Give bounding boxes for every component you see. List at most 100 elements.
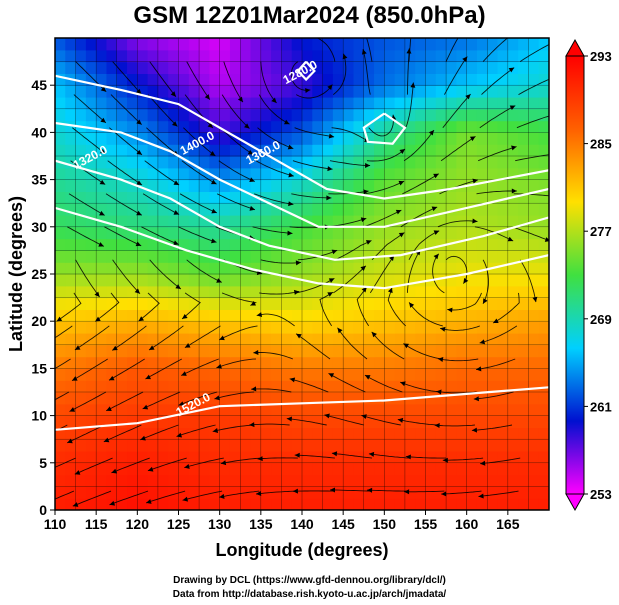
temperature-cell (312, 415, 324, 428)
temperature-cell (476, 262, 488, 275)
temperature-cell (497, 498, 509, 510)
temperature-cell (415, 97, 427, 110)
temperature-cell (435, 262, 447, 275)
temperature-cell (106, 250, 118, 263)
temperature-cell (476, 462, 488, 476)
temperature-cell (518, 38, 530, 51)
temperature-cell (55, 451, 66, 464)
temperature-cell (219, 250, 231, 263)
streamline-arrow (288, 172, 294, 178)
temperature-cell (507, 156, 519, 169)
temperature-cell (312, 97, 324, 110)
streamline-arrow (178, 401, 185, 407)
temperature-cell (476, 49, 488, 63)
temperature-cell (322, 309, 334, 322)
temperature-cell (55, 486, 66, 499)
temperature-cell (374, 498, 385, 510)
temperature-cell (312, 474, 324, 487)
streamline (405, 82, 414, 128)
temperature-cell (302, 380, 313, 393)
temperature-cell (281, 49, 293, 63)
streamline (368, 114, 394, 137)
temperature-cell (425, 451, 437, 464)
streamline-arrow (324, 413, 330, 419)
temperature-cell (250, 439, 262, 452)
temperature-cell (425, 368, 437, 381)
temperature-cell (302, 356, 313, 369)
streamline-arrow (327, 84, 333, 90)
temperature-cell (312, 321, 324, 334)
temperature-cell (199, 451, 210, 464)
temperature-cell (312, 144, 324, 157)
temperature-cell (312, 439, 324, 452)
temperature-cell (425, 167, 437, 181)
temperature-cell (229, 49, 241, 63)
temperature-cell (332, 49, 344, 63)
streamline-arrow (74, 345, 81, 350)
temperature-cell (302, 203, 313, 216)
temperature-cell (363, 203, 375, 216)
temperature-cell (518, 309, 530, 322)
temperature-cell (250, 238, 262, 251)
temperature-cell (240, 191, 252, 204)
temperature-cell (229, 427, 241, 440)
temperature-cell (250, 498, 262, 510)
temperature-cell (281, 250, 293, 263)
temperature-cell (466, 226, 478, 240)
temperature-cell (476, 474, 488, 487)
temperature-cell (240, 85, 252, 98)
temperature-cell (271, 439, 283, 452)
temperature-cell (425, 486, 437, 499)
streamline-arrow (288, 201, 294, 207)
temperature-cell (466, 498, 478, 510)
temperature-cell (168, 462, 180, 476)
streamline (405, 456, 447, 459)
temperature-cell (394, 262, 406, 275)
temperature-cell (322, 392, 334, 405)
temperature-cell (466, 309, 478, 322)
streamline-arrow (34, 376, 41, 383)
temperature-cell (240, 167, 252, 181)
streamline-arrow (146, 499, 152, 504)
temperature-cell (168, 321, 180, 334)
temperature-cell (260, 226, 272, 240)
temperature-cell (446, 451, 457, 464)
temperature-cell (188, 38, 200, 51)
streamline-arrow (511, 188, 517, 194)
temperature-cell (446, 344, 457, 358)
temperature-cell (209, 144, 221, 157)
temperature-cell (456, 144, 468, 157)
streamline (182, 490, 223, 501)
temperature-cell (178, 120, 190, 133)
temperature-cell (404, 498, 416, 510)
streamline-arrow (37, 471, 43, 477)
temperature-cell (85, 73, 97, 86)
temperature-cell (96, 368, 108, 381)
streamline (105, 193, 143, 216)
temperature-cell (425, 427, 437, 440)
temperature-cell (55, 132, 66, 145)
temperature-cell (425, 215, 437, 228)
temperature-cell (518, 486, 530, 499)
temperature-cell (55, 38, 66, 51)
temperature-cell (302, 49, 313, 63)
streamline-arrow (249, 205, 255, 211)
temperature-cell (507, 274, 519, 287)
temperature-cell (199, 156, 210, 169)
temperature-cell (322, 238, 334, 251)
temperature-cell (466, 285, 478, 299)
temperature-cell (394, 167, 406, 181)
streamline (397, 419, 438, 426)
temperature-cell (75, 356, 87, 369)
temperature-cell (229, 238, 241, 251)
temperature-cell (518, 262, 530, 275)
temperature-cell (188, 380, 200, 393)
temperature-cell (137, 61, 149, 74)
streamline (518, 78, 549, 95)
temperature-cell (96, 203, 108, 216)
temperature-cell (85, 108, 97, 122)
temperature-cell (168, 215, 180, 228)
temperature-cell (538, 191, 549, 204)
temperature-cell (55, 368, 66, 381)
temperature-cell (168, 262, 180, 275)
